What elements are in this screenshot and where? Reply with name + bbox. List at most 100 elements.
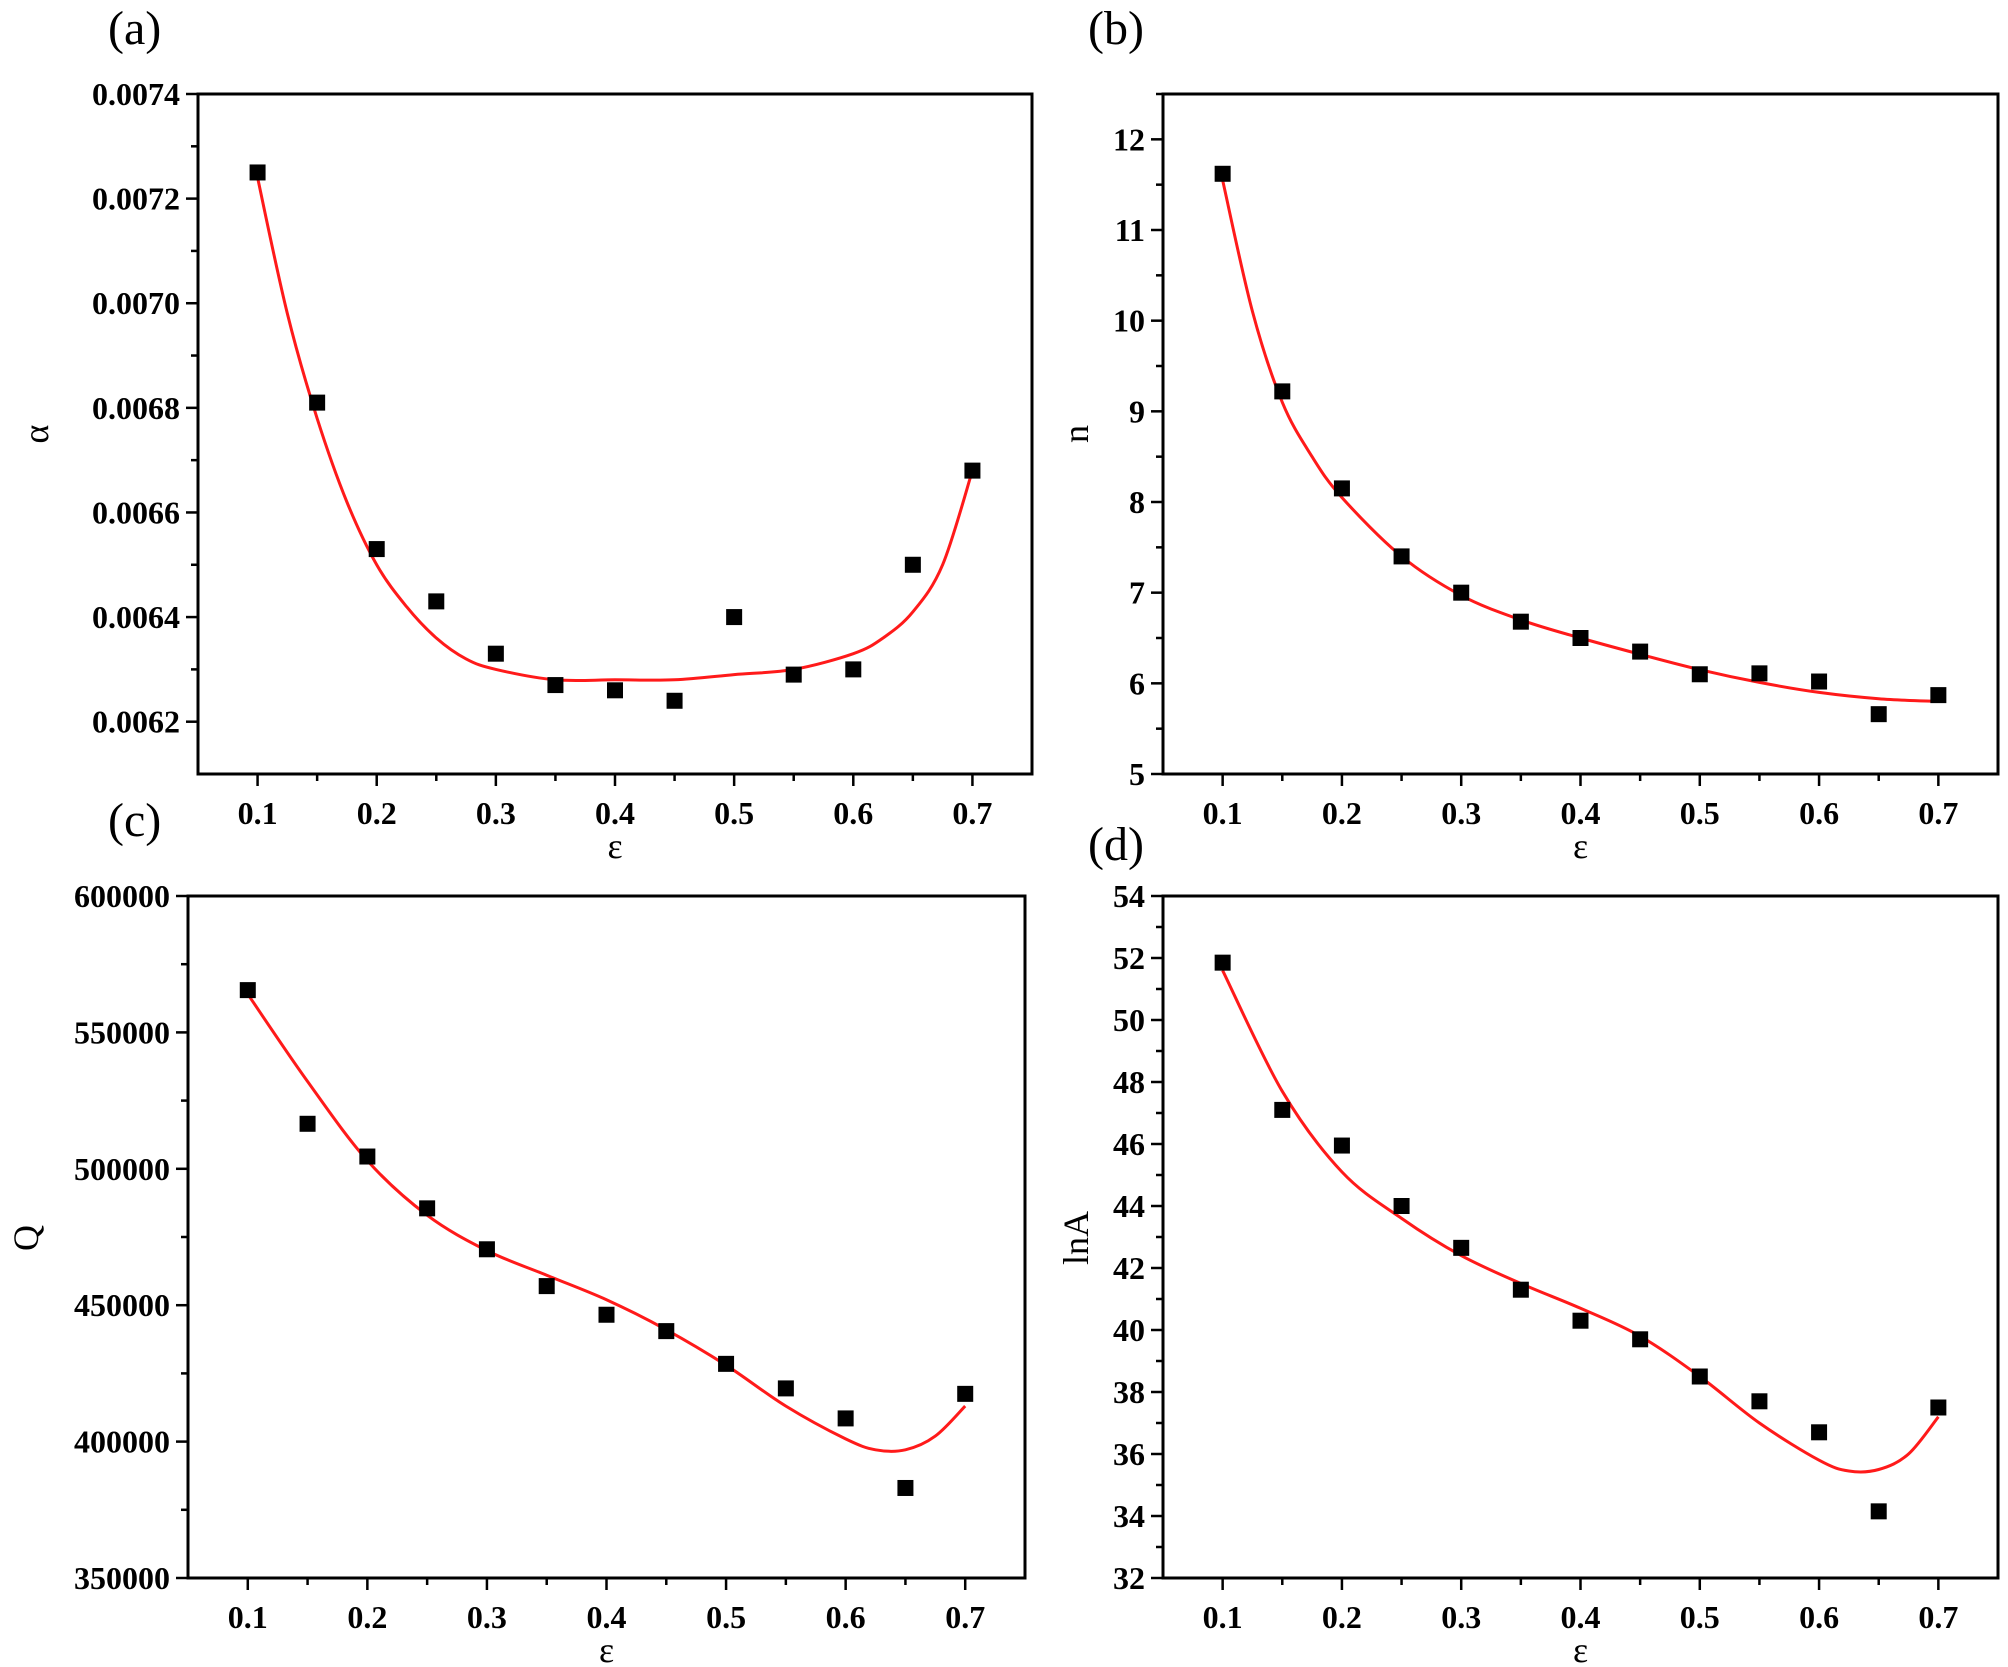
x-tick-label: 0.2 bbox=[357, 795, 397, 831]
x-tick-label: 0.5 bbox=[714, 795, 754, 831]
y-tick-label: 40 bbox=[1113, 1312, 1145, 1348]
x-tick-label: 0.1 bbox=[1203, 1599, 1243, 1635]
y-tick-label: 9 bbox=[1129, 393, 1145, 429]
y-tick-label: 32 bbox=[1113, 1560, 1145, 1596]
plot-frame bbox=[186, 894, 1027, 1580]
y-tick-label: 500000 bbox=[74, 1151, 170, 1187]
data-point bbox=[666, 692, 683, 709]
data-point bbox=[1691, 666, 1708, 683]
x-tick-label: 0.4 bbox=[595, 795, 635, 831]
y-axis-label: n bbox=[1056, 425, 1096, 443]
x-tick-label: 0.3 bbox=[1441, 795, 1481, 831]
panel-c: 0.1 0.2 0.3 0.4 0.5 0.6 0.7 350000 400000 450000 5… bbox=[6, 794, 1027, 1667]
data-point bbox=[837, 1410, 854, 1427]
y-axis-label: α bbox=[16, 424, 56, 443]
y-tick-label: 50 bbox=[1113, 1002, 1145, 1038]
y-tick-label: 7 bbox=[1129, 575, 1145, 611]
data-point bbox=[1870, 706, 1887, 723]
y-tick-label: 0.0072 bbox=[92, 181, 180, 217]
data-point bbox=[1393, 1198, 1410, 1214]
x-tick-label: 0.7 bbox=[1918, 795, 1958, 831]
data-point bbox=[239, 982, 256, 999]
x-axis-label: ε bbox=[1573, 1630, 1588, 1667]
data-point bbox=[785, 666, 802, 683]
fit-curve bbox=[1221, 179, 1939, 703]
y-tick-label: 48 bbox=[1113, 1064, 1145, 1100]
y-tick-label: 0.0070 bbox=[92, 285, 180, 321]
x-tick-label: 0.6 bbox=[833, 795, 873, 831]
x-tick-label: 0.3 bbox=[467, 1599, 507, 1635]
panel-b: 0.1 0.2 0.3 0.4 0.5 0.6 0.7 5 6 7 8 9 10 11 12 ε n (b) bbox=[1056, 2, 2000, 866]
x-tick-label: 0.5 bbox=[1680, 795, 1720, 831]
data-point bbox=[1811, 1424, 1828, 1441]
x-tick-label: 0.2 bbox=[347, 1599, 387, 1635]
data-point bbox=[478, 1241, 495, 1258]
data-point bbox=[1333, 480, 1350, 497]
x-tick-label: 0.2 bbox=[1322, 795, 1362, 831]
y-tick-label: 8 bbox=[1129, 484, 1145, 520]
plot-frame bbox=[1161, 92, 2000, 776]
data-point bbox=[1453, 1239, 1470, 1256]
x-tick-label: 0.3 bbox=[1441, 1599, 1481, 1635]
data-point bbox=[538, 1278, 555, 1295]
y-tick-label: 36 bbox=[1113, 1436, 1145, 1472]
data-point bbox=[547, 677, 564, 694]
data-point bbox=[957, 1385, 974, 1402]
y-tick-label: 0.0062 bbox=[92, 704, 180, 740]
data-point bbox=[1512, 1281, 1529, 1298]
fit-curve bbox=[1221, 969, 1940, 1474]
y-tick-label: 400000 bbox=[74, 1424, 170, 1460]
data-point bbox=[368, 541, 385, 558]
x-tick-label: 0.1 bbox=[228, 1599, 268, 1635]
data-point bbox=[1811, 673, 1828, 690]
y-axis-label: Q bbox=[6, 1225, 46, 1251]
x-tick-label: 0.6 bbox=[1799, 1599, 1839, 1635]
data-point bbox=[1691, 1368, 1708, 1385]
data-point bbox=[249, 164, 266, 181]
y-tick-label: 46 bbox=[1113, 1126, 1145, 1162]
data-point bbox=[428, 593, 445, 610]
x-axis-label: ε bbox=[599, 1630, 614, 1667]
x-axis-label: ε bbox=[607, 826, 622, 866]
y-tick-label: 5 bbox=[1129, 756, 1145, 792]
plot-frame bbox=[1161, 894, 2000, 1580]
x-tick-label: 0.1 bbox=[238, 795, 278, 831]
x-tick-label: 0.7 bbox=[1918, 1599, 1958, 1635]
y-tick-label: 6 bbox=[1129, 665, 1145, 701]
data-point bbox=[419, 1200, 436, 1217]
data-point bbox=[1632, 1331, 1649, 1348]
data-point bbox=[1393, 548, 1410, 565]
data-point bbox=[658, 1323, 675, 1340]
panel-a: 0.1 0.2 0.3 0.4 0.5 0.6 0.7 0.0062 0.0064 0.0066 0… bbox=[16, 2, 1034, 866]
y-tick-label: 52 bbox=[1113, 940, 1145, 976]
data-point bbox=[1512, 613, 1529, 630]
panel-label: (d) bbox=[1088, 818, 1144, 871]
data-point bbox=[598, 1306, 615, 1323]
data-point bbox=[904, 556, 921, 573]
x-tick-label: 0.2 bbox=[1322, 1599, 1362, 1635]
data-point bbox=[1453, 584, 1470, 601]
data-point bbox=[777, 1380, 794, 1397]
data-point bbox=[1870, 1503, 1887, 1520]
x-tick-label: 0.7 bbox=[952, 795, 992, 831]
y-tick-label: 0.0064 bbox=[92, 599, 180, 635]
y-tick-label: 10 bbox=[1113, 303, 1145, 339]
fit-curve bbox=[256, 177, 974, 683]
x-tick-label: 0.5 bbox=[706, 1599, 746, 1635]
y-tick-label: 450000 bbox=[74, 1287, 170, 1323]
x-axis-label: ε bbox=[1573, 826, 1588, 866]
data-point bbox=[1572, 630, 1589, 646]
y-tick-label: 0.0074 bbox=[92, 76, 180, 112]
data-point bbox=[726, 609, 743, 626]
y-tick-label: 11 bbox=[1115, 212, 1145, 248]
data-point bbox=[897, 1479, 914, 1496]
data-point bbox=[299, 1115, 316, 1132]
data-point bbox=[1214, 954, 1231, 971]
x-tick-label: 0.4 bbox=[1561, 1599, 1601, 1635]
y-tick-label: 0.0066 bbox=[92, 494, 180, 530]
y-tick-label: 54 bbox=[1113, 878, 1145, 914]
y-tick-label: 42 bbox=[1113, 1250, 1145, 1286]
data-point bbox=[309, 394, 326, 411]
x-tick-label: 0.4 bbox=[1561, 795, 1601, 831]
